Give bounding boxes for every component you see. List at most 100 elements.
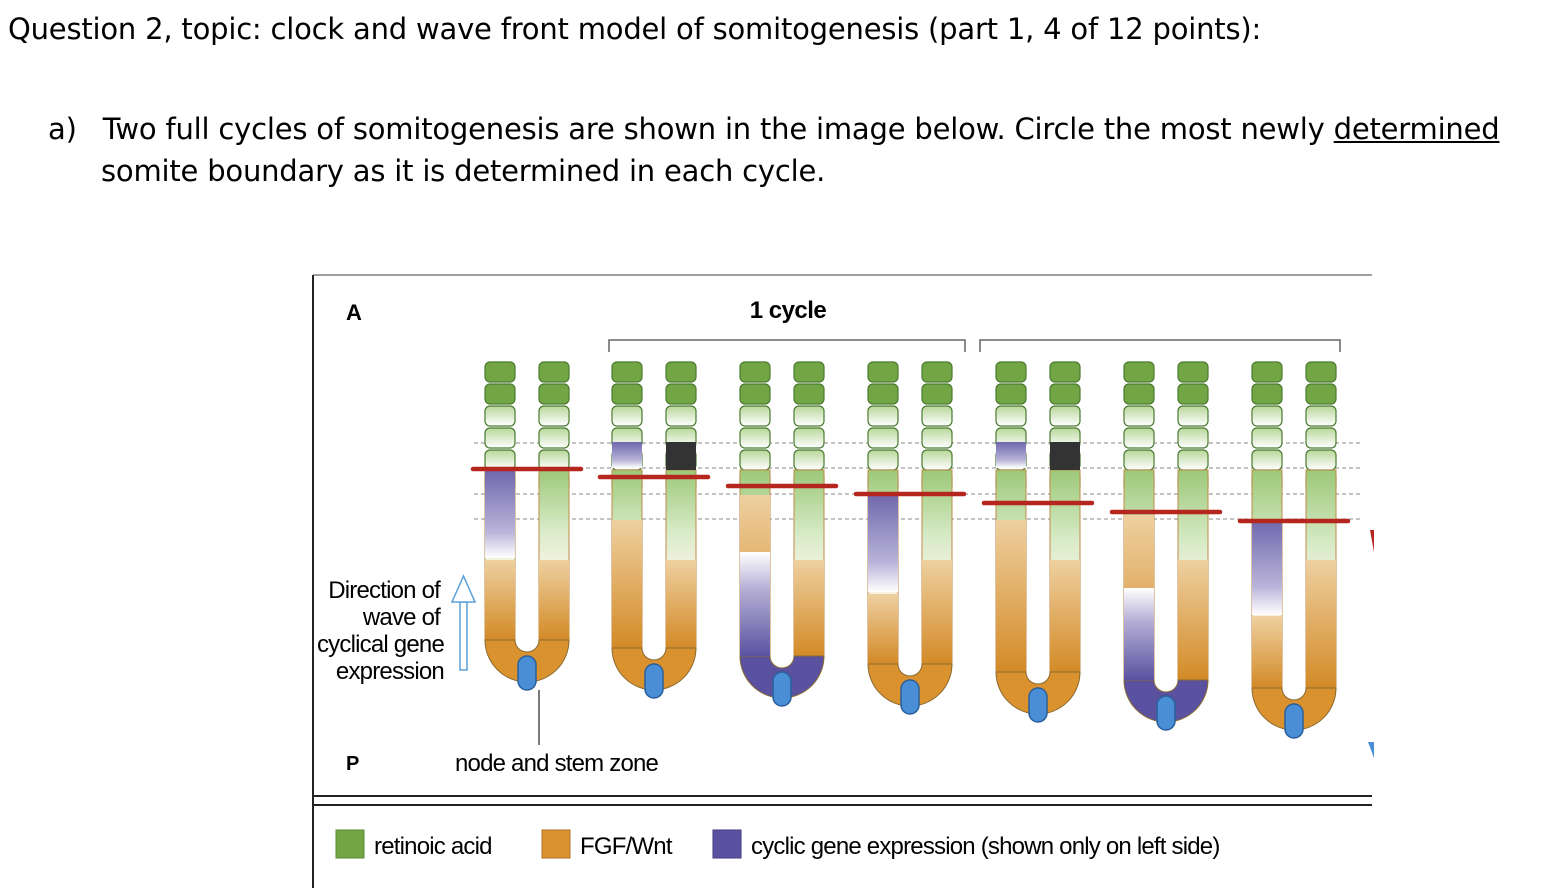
- somite: [867, 449, 899, 471]
- edge-mark-blue: [1368, 742, 1374, 758]
- legend-swatch-fgf-wnt: [541, 829, 571, 859]
- somite: [793, 383, 825, 405]
- somite: [1305, 405, 1337, 427]
- part-a-marker: a): [48, 112, 77, 146]
- somite: [1251, 449, 1283, 471]
- somite: [1177, 427, 1209, 449]
- somite: [665, 383, 697, 405]
- edge-mark-red: [1370, 530, 1374, 552]
- question-part-a-line2: somite boundary as it is determined in e…: [101, 154, 826, 188]
- somite: [921, 427, 953, 449]
- cycle-label: 1 cycle: [750, 297, 827, 324]
- somite: [1049, 361, 1081, 383]
- cyclic-stripe: [612, 442, 642, 468]
- new-somite-block: [1050, 442, 1080, 470]
- somite: [665, 361, 697, 383]
- legend-label-fgf-wnt: FGF/Wnt: [580, 833, 673, 860]
- somite: [739, 361, 771, 383]
- cyclic-expression-band: [868, 494, 898, 592]
- fgf-zone: [868, 594, 898, 664]
- somite: [538, 427, 570, 449]
- somite: [793, 427, 825, 449]
- somite: [1305, 361, 1337, 383]
- embryo-stage: [1109, 361, 1223, 731]
- somite: [867, 361, 899, 383]
- somite: [1251, 383, 1283, 405]
- somite: [995, 383, 1027, 405]
- somite: [484, 383, 516, 405]
- somite: [1123, 361, 1155, 383]
- somite: [739, 405, 771, 427]
- direction-label-line-2: wave of: [362, 604, 441, 631]
- somite: [1123, 427, 1155, 449]
- fgf-zone: [794, 560, 824, 656]
- fgf-zone: [539, 560, 569, 640]
- posterior-label: P: [346, 753, 359, 775]
- somite: [665, 405, 697, 427]
- somite: [867, 427, 899, 449]
- embryo-stage: [1237, 361, 1351, 739]
- fgf-zone: [922, 560, 952, 664]
- somite: [1177, 361, 1209, 383]
- cyclic-expression-band: [1124, 588, 1154, 680]
- somite: [793, 361, 825, 383]
- embryo-stage: [853, 361, 967, 715]
- somite: [611, 405, 643, 427]
- direction-label: Direction of wave of cyclical gene expre…: [317, 577, 445, 685]
- somite: [1251, 427, 1283, 449]
- fgf-zone: [485, 560, 515, 640]
- somite: [1123, 405, 1155, 427]
- legend-swatch-retinoic-acid: [335, 829, 365, 859]
- question-part-a: a) Two full cycles of somitogenesis are s…: [48, 112, 1500, 146]
- node: [1156, 695, 1176, 731]
- somite: [538, 383, 570, 405]
- question-title: Question 2, topic: clock and wave front …: [8, 12, 1262, 46]
- somite: [538, 405, 570, 427]
- somite: [921, 405, 953, 427]
- legend: retinoic acid FGF/Wnt cyclic gene expres…: [335, 829, 1220, 860]
- embryo-stage: [725, 361, 839, 707]
- somite: [921, 361, 953, 383]
- somite: [867, 383, 899, 405]
- somite: [538, 361, 570, 383]
- legend-label-cyclic-gene: cyclic gene expression (shown only on le…: [751, 833, 1220, 860]
- fgf-zone: [666, 560, 696, 648]
- legend-label-retinoic-acid: retinoic acid: [374, 833, 492, 860]
- cyclic-expression-band: [740, 552, 770, 656]
- fgf-zone: [996, 520, 1026, 672]
- cyclic-stripe: [996, 442, 1026, 468]
- part-a-text: Two full cycles of somitogenesis are sho…: [102, 112, 1334, 146]
- somite: [921, 449, 953, 471]
- somite: [739, 449, 771, 471]
- somite: [995, 361, 1027, 383]
- legend-swatch-cyclic-gene: [712, 829, 742, 859]
- somite: [1305, 383, 1337, 405]
- somite: [484, 361, 516, 383]
- direction-label-line-4: expression: [336, 658, 444, 685]
- node: [772, 671, 792, 707]
- figure-frame: [312, 274, 1372, 888]
- direction-label-line-3: cyclical gene: [317, 631, 444, 658]
- somite: [1049, 383, 1081, 405]
- direction-arrow-icon: [450, 574, 477, 671]
- somite: [1177, 405, 1209, 427]
- somite: [611, 383, 643, 405]
- somite: [611, 361, 643, 383]
- new-somite-block: [666, 442, 696, 470]
- somite: [1123, 383, 1155, 405]
- panel-label-a: A: [346, 300, 362, 325]
- somite: [1251, 405, 1283, 427]
- node: [644, 663, 664, 699]
- somite: [1305, 449, 1337, 471]
- node: [1028, 687, 1048, 723]
- fgf-zone: [612, 520, 642, 648]
- node: [900, 679, 920, 715]
- embryo-stage: [981, 361, 1095, 723]
- node: [517, 655, 537, 691]
- cyclic-expression-band: [485, 470, 515, 558]
- cycle-bracket-1: [608, 339, 966, 352]
- fgf-zone: [1050, 560, 1080, 672]
- somite: [1049, 405, 1081, 427]
- node: [1284, 703, 1304, 739]
